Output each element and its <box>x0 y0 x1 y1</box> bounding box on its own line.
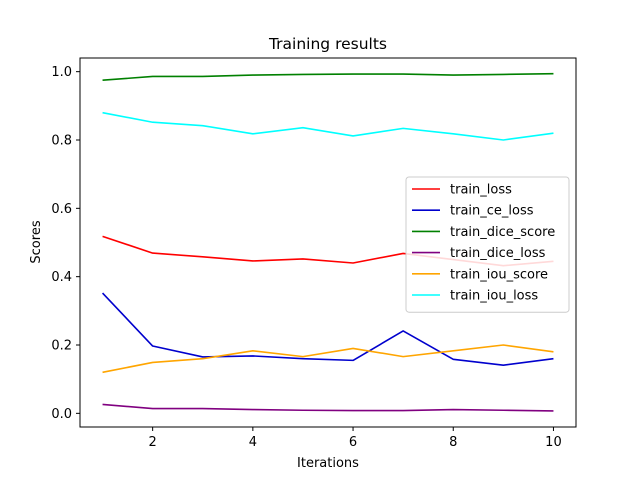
y-tick-label: 0.4 <box>51 270 72 285</box>
legend-box <box>405 176 570 313</box>
legend-label-train-dice-score: train_dice_score <box>450 225 555 240</box>
y-tick-label: 0.8 <box>51 134 72 149</box>
series-line-train-iou-loss <box>102 111 554 141</box>
x-tick-label: 6 <box>349 435 357 450</box>
x-tick-label: 2 <box>149 435 157 450</box>
x-tick-label: 8 <box>449 435 457 450</box>
x-tick-label: 4 <box>249 435 257 450</box>
x-axis-label: Iterations <box>297 456 359 471</box>
series-line-train-ce-loss <box>101 292 554 366</box>
plot-area-frame <box>79 57 577 428</box>
legend: train_loss train_ce_loss train_dice_scoret… <box>405 176 570 313</box>
legend-label-train-iou-loss: train_iou_loss <box>450 289 538 304</box>
x-axis-ticks: 2 4 6 8 10 <box>149 427 562 450</box>
legend-label-train-loss: train_loss <box>450 183 512 198</box>
y-tick-label: 1.0 <box>51 65 72 80</box>
x-tick-label: 10 <box>545 435 562 450</box>
y-axis-ticks: 0.0 0.2 0.4 0.6 0.8 1.0 <box>51 65 80 422</box>
legend-label-train-dice-loss: train_dice_loss <box>450 246 546 261</box>
series-line-train-dice-loss <box>102 403 554 412</box>
series-line-train-iou-score <box>102 344 554 374</box>
series-line-train-dice-score <box>102 72 554 82</box>
y-tick-label: 0.0 <box>51 407 72 422</box>
y-axis-label: Scores <box>29 220 44 263</box>
y-tick-label: 0.2 <box>51 339 72 354</box>
y-tick-label: 0.6 <box>51 202 72 217</box>
legend-label-train-iou-score: train_iou_score <box>450 267 548 282</box>
legend-label-train-ce-loss: train_ce_loss <box>450 204 534 219</box>
chart-title: Training results <box>268 35 387 53</box>
